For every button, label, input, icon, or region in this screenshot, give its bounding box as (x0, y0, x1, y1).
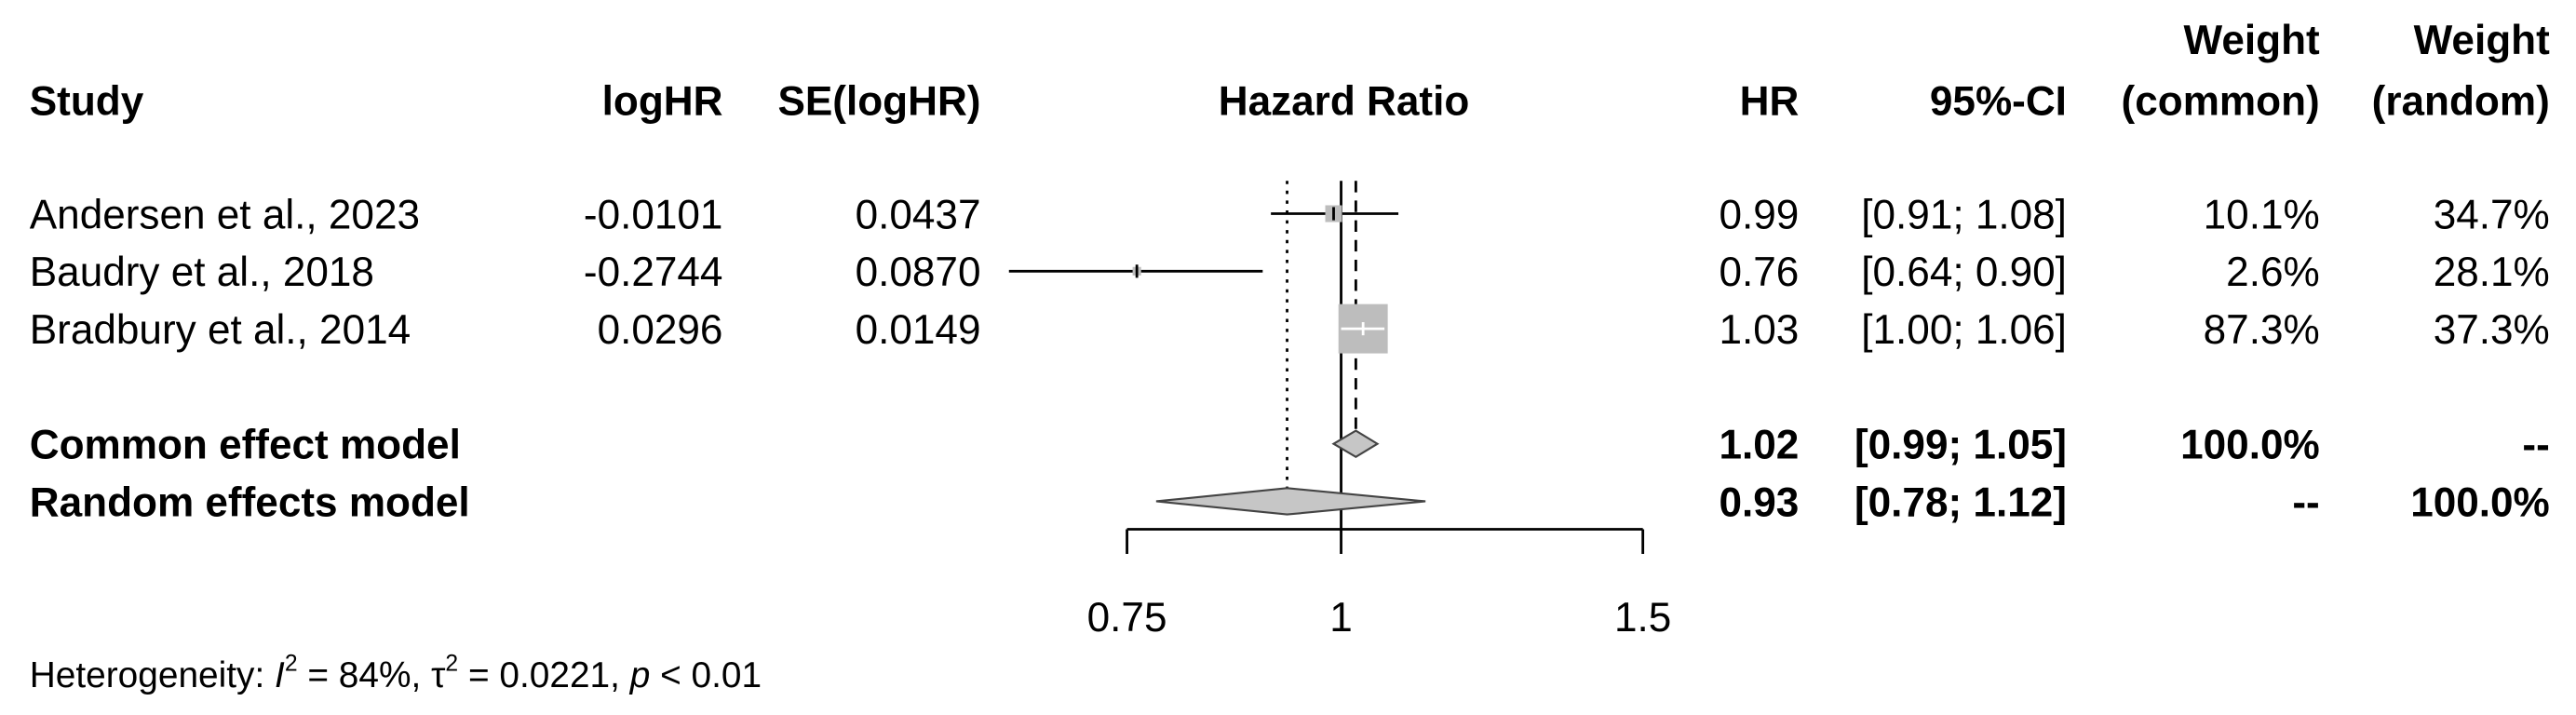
model-name: Random effects model (30, 479, 470, 525)
x-tick-label: 1 (1329, 595, 1353, 641)
weight-common: -- (2292, 479, 2319, 525)
study-name: Bradbury et al., 2014 (30, 307, 411, 353)
header-plot: Hazard Ratio (1219, 79, 1470, 125)
weight-random: -- (2522, 423, 2549, 468)
hr: 1.03 (1719, 307, 1799, 353)
se: 0.0870 (856, 250, 981, 295)
ci: [1.00; 1.06] (1861, 307, 2067, 353)
loghr: 0.0296 (598, 307, 723, 353)
weight-random: 34.7% (2434, 192, 2550, 237)
se: 0.0437 (856, 192, 981, 237)
heterogeneity-part: I (275, 655, 285, 695)
hr: 0.99 (1719, 192, 1799, 237)
study-name: Andersen et al., 2023 (30, 192, 420, 237)
weight-common: 2.6% (2226, 250, 2320, 295)
weight-common: 10.1% (2204, 192, 2320, 237)
hr: 0.76 (1719, 250, 1799, 295)
heterogeneity-part: 2 (285, 651, 298, 676)
se: 0.0149 (856, 307, 981, 353)
header-study: Study (30, 79, 144, 125)
study-name: Baudry et al., 2018 (30, 250, 374, 295)
heterogeneity-part: 2 (445, 651, 458, 676)
ci: [0.91; 1.08] (1861, 192, 2067, 237)
diamond (1331, 429, 1380, 459)
header-ci: 95%-CI (1930, 79, 2067, 125)
ci: [0.78; 1.12] (1854, 479, 2067, 525)
diamond (1155, 487, 1426, 516)
heterogeneity-part: p (629, 655, 651, 695)
header-weight: (common) (2122, 79, 2320, 125)
heterogeneity-part: Heterogeneity: (30, 655, 275, 695)
heterogeneity-part: < 0.01 (650, 655, 762, 695)
weight-common: 100.0% (2180, 423, 2320, 468)
hr: 0.93 (1719, 479, 1799, 525)
hr: 1.02 (1719, 423, 1799, 468)
header-weight: Weight (2414, 18, 2550, 63)
ci: [0.64; 0.90] (1861, 250, 2067, 295)
loghr: -0.2744 (584, 250, 723, 295)
weight-random: 100.0% (2410, 479, 2550, 525)
header-hr: HR (1740, 79, 1800, 125)
header-weight: (random) (2372, 79, 2550, 125)
heterogeneity-part: = 84%, (298, 655, 432, 695)
weight-common: 87.3% (2204, 307, 2320, 353)
heterogeneity-part: = 0.0221, (458, 655, 630, 695)
heterogeneity-part: τ (431, 655, 446, 695)
x-tick-label: 1.5 (1614, 595, 1671, 641)
header-weight: Weight (2184, 18, 2320, 63)
header-loghr: logHR (602, 79, 723, 125)
heterogeneity: Heterogeneity: I2 = 84%, τ2 = 0.0221, p … (30, 651, 762, 695)
loghr: -0.0101 (584, 192, 723, 237)
weight-random: 28.1% (2434, 250, 2550, 295)
ci: [0.99; 1.05] (1854, 423, 2067, 468)
weight-random: 37.3% (2434, 307, 2550, 353)
model-name: Common effect model (30, 423, 461, 468)
x-tick-label: 0.75 (1087, 595, 1167, 641)
header-se: SE(logHR) (777, 79, 980, 125)
